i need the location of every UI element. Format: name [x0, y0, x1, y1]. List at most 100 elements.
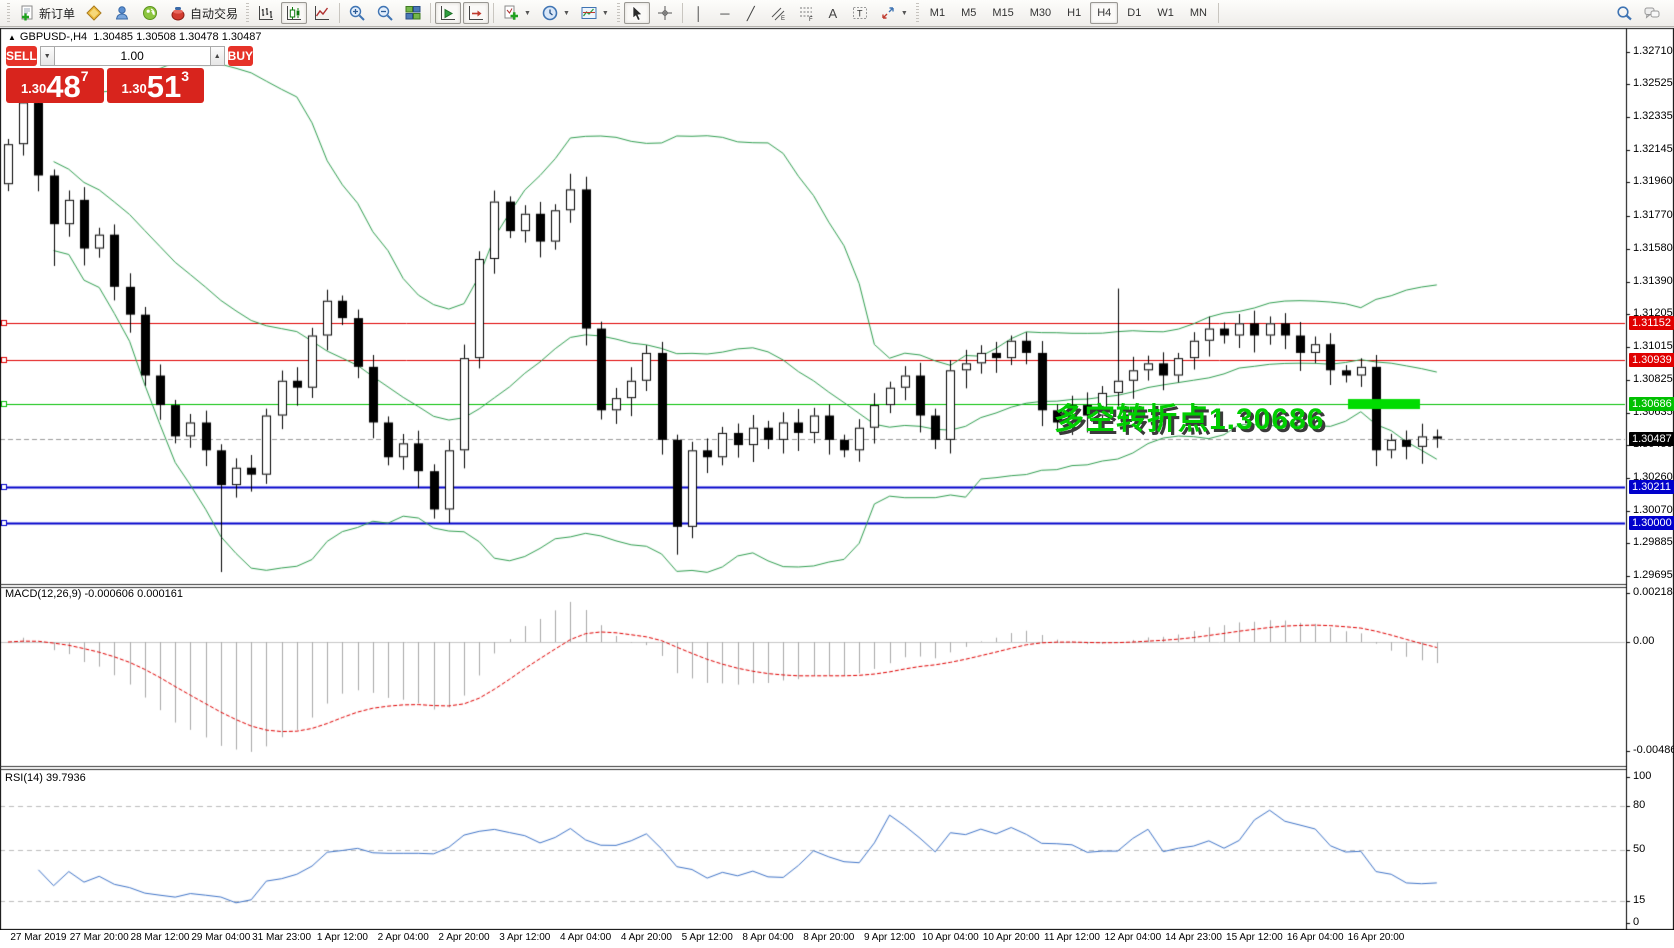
- rsi-indicator-label: RSI(14) 39.7936: [5, 772, 86, 784]
- auto-scroll-button[interactable]: [435, 2, 462, 24]
- toolbar: 新订单 自动交易 ▼ ▼ ▼ │ ─ ╱ E F A T ▼ M1 M5 M15 M3…: [0, 0, 1674, 27]
- vertical-line-button[interactable]: │: [687, 2, 711, 24]
- arrows-button[interactable]: ▼: [875, 2, 912, 24]
- timeframe-m15[interactable]: M15: [992, 7, 1014, 19]
- horizontal-line-icon: ─: [720, 5, 730, 21]
- volume-spinner: ▼ ▲: [39, 46, 225, 66]
- collapse-icon[interactable]: ▲: [8, 32, 16, 42]
- price-tick: 1.31960: [1633, 175, 1673, 188]
- autotrading-label: 自动交易: [190, 6, 239, 21]
- volume-decrease-button[interactable]: ▼: [39, 46, 55, 66]
- sell-label-button[interactable]: SELL: [6, 46, 37, 66]
- text-button[interactable]: A: [821, 2, 845, 24]
- search-button[interactable]: [1611, 2, 1637, 24]
- time-axis-label: 15 Apr 12:00: [1226, 932, 1283, 943]
- macd-indicator-label: MACD(12,26,9) -0.000606 0.000161: [5, 588, 183, 600]
- autotrading-button[interactable]: 自动交易: [165, 2, 242, 24]
- line-chart-button[interactable]: [309, 2, 335, 24]
- bar-chart-icon: [257, 4, 275, 22]
- line-chart-icon: [313, 4, 331, 22]
- price-tick: 1.31015: [1633, 339, 1673, 352]
- crosshair-button[interactable]: [652, 2, 678, 24]
- price-tick: 1.30070: [1633, 504, 1673, 517]
- timeframe-h4[interactable]: H4: [1090, 2, 1119, 24]
- time-axis-label: 27 Mar 20:00: [69, 932, 129, 943]
- time-axis-label: 16 Apr 20:00: [1347, 932, 1405, 943]
- sell-price-prefix: 1.30: [20, 81, 47, 96]
- timeframe-m1[interactable]: M1: [929, 7, 946, 19]
- price-scale[interactable]: 1.32710 1.32525 1.32335 1.32145 1.31960 1.317…: [1627, 0, 1674, 948]
- time-axis-label: 8 Apr 20:00: [803, 932, 855, 943]
- fibonacci-button[interactable]: F: [793, 2, 819, 24]
- time-axis-label: 10 Apr 04:00: [922, 932, 979, 943]
- timeframe-w1[interactable]: W1: [1157, 7, 1174, 19]
- price-tick: 1.32335: [1633, 110, 1673, 123]
- candlestick-chart-button[interactable]: [281, 2, 308, 24]
- time-axis-label: 16 Apr 04:00: [1286, 932, 1344, 943]
- timeframe-d1[interactable]: D1: [1127, 7, 1142, 19]
- time-axis-label: 9 Apr 12:00: [864, 932, 916, 943]
- svg-text:T: T: [857, 9, 863, 19]
- buy-price-big: 51: [146, 69, 182, 104]
- time-axis-label: 10 Apr 20:00: [982, 932, 1040, 943]
- spin-down-icon: ▼: [43, 52, 51, 60]
- signals-button[interactable]: [137, 2, 163, 24]
- cursor-button[interactable]: [623, 2, 650, 24]
- tile-windows-icon: [404, 4, 422, 22]
- volume-input[interactable]: [54, 46, 210, 66]
- chat-icon: [1643, 4, 1661, 22]
- hline-price-badge: 1.30686: [1629, 397, 1674, 412]
- candlestick-icon: [285, 4, 303, 22]
- sell-price-button[interactable]: 1.30 48 7: [6, 68, 104, 103]
- profile-button[interactable]: [109, 2, 135, 24]
- price-tick: 1.29885: [1633, 536, 1673, 549]
- caret-down-icon: ▼: [524, 9, 531, 17]
- chat-button[interactable]: [1639, 2, 1665, 24]
- spin-up-icon: ▲: [213, 52, 221, 60]
- text-label-button[interactable]: T: [847, 2, 873, 24]
- bar-chart-button[interactable]: [253, 2, 279, 24]
- hline-price-badge: 1.31152: [1629, 315, 1674, 330]
- new-order-button[interactable]: 新订单: [14, 2, 79, 24]
- signal-icon: [141, 4, 159, 22]
- text-label-icon: T: [851, 4, 869, 22]
- buy-price-button[interactable]: 1.30 51 3: [106, 68, 204, 104]
- tile-windows-button[interactable]: [400, 2, 426, 24]
- zoom-in-button[interactable]: [344, 2, 370, 24]
- timeframe-m30[interactable]: M30: [1029, 7, 1052, 19]
- chart-shift-button[interactable]: [463, 2, 490, 24]
- timeframe-m5[interactable]: M5: [961, 7, 977, 19]
- buy-label-button[interactable]: BUY: [227, 46, 254, 66]
- templates-button[interactable]: ▼: [576, 2, 613, 24]
- timeframe-mn[interactable]: MN: [1189, 7, 1207, 19]
- price-tick: 1.31205: [1633, 306, 1673, 319]
- rsi-axis-tick: 15: [1633, 894, 1646, 907]
- time-axis-label: 3 Apr 12:00: [499, 932, 551, 943]
- template-icon: [580, 4, 598, 22]
- price-tick: 1.29695: [1633, 569, 1673, 582]
- profile-icon: [113, 4, 131, 22]
- timeframe-h1[interactable]: H1: [1067, 7, 1082, 19]
- price-tick: 1.31580: [1633, 241, 1673, 254]
- macd-axis-tick: 0.00: [1633, 635, 1655, 647]
- channel-button[interactable]: E: [765, 2, 791, 24]
- text-icon: A: [828, 5, 838, 21]
- caret-down-icon: ▼: [900, 9, 908, 17]
- zoom-in-icon: [348, 4, 366, 22]
- trendline-button[interactable]: ╱: [739, 2, 763, 24]
- new-order-label: 新订单: [39, 6, 76, 21]
- periods-button[interactable]: ▼: [537, 2, 574, 24]
- horizontal-line-button[interactable]: ─: [713, 2, 737, 24]
- caret-down-icon: ▼: [562, 9, 570, 17]
- search-icon: [1615, 4, 1633, 22]
- new-order-icon: [18, 4, 36, 22]
- time-scale[interactable]: 27 Mar 2019 27 Mar 20:00 28 Mar 12:00 29 Ma…: [0, 930, 1626, 948]
- hline-price-badge: 1.30211: [1629, 479, 1674, 494]
- volume-increase-button[interactable]: ▲: [209, 46, 225, 66]
- indicators-button[interactable]: ▼: [498, 2, 535, 24]
- zoom-out-button[interactable]: [372, 2, 398, 24]
- mql-community-button[interactable]: [81, 2, 107, 24]
- svg-text:F: F: [809, 17, 813, 22]
